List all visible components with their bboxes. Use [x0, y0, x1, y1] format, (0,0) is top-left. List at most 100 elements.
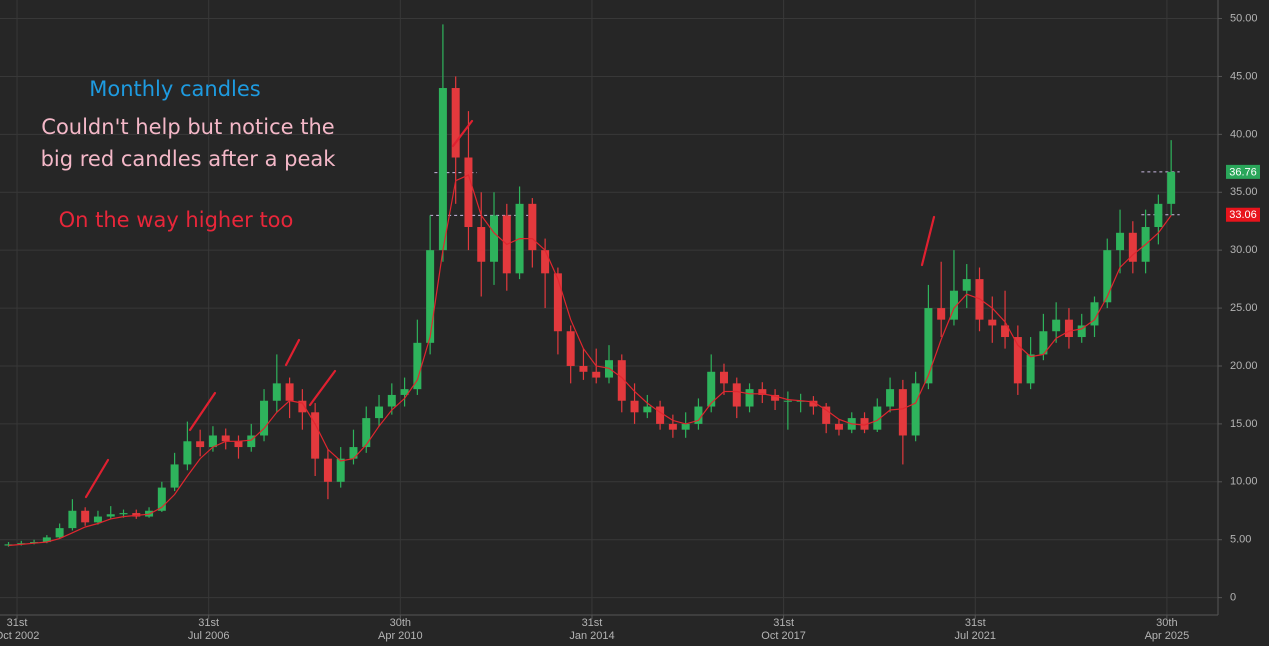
ma-line — [8, 174, 1172, 547]
candle-body — [681, 423, 690, 430]
marker-slash — [308, 369, 337, 407]
y-tick-label: 0 — [1230, 592, 1236, 604]
candle-body — [860, 418, 869, 430]
price-tag-label: 33.06 — [1229, 209, 1257, 221]
x-tick-label-line: Apr 2025 — [1145, 630, 1190, 642]
candle-body — [962, 279, 971, 291]
candle-body — [809, 400, 818, 407]
candle-body — [694, 406, 703, 424]
candle-body — [719, 371, 728, 384]
candle-body — [426, 250, 435, 343]
candle-body — [400, 389, 409, 395]
y-tick-label: 40.00 — [1230, 128, 1258, 140]
candle-body — [375, 406, 384, 419]
y-tick-label: 35.00 — [1230, 186, 1258, 198]
x-tick-label-line: Jan 2014 — [569, 630, 614, 642]
candle-body — [643, 406, 652, 413]
candle-body — [924, 308, 933, 384]
candle-body — [630, 400, 639, 413]
candle-body — [771, 394, 780, 401]
x-tick-label: 31st Jan 2014 — [569, 617, 614, 642]
annotation: Monthly candles — [89, 77, 261, 101]
candle-body — [617, 360, 626, 401]
x-tick-label-line: Oct 2002 — [0, 630, 39, 642]
candle-body — [42, 537, 51, 543]
candle-body — [566, 331, 575, 366]
candle-body — [745, 389, 754, 407]
candle-body — [656, 406, 665, 424]
candle-body — [362, 418, 371, 448]
x-tick-label-line: 31st — [198, 617, 219, 629]
candle-body — [1077, 325, 1086, 338]
marker-slash — [188, 391, 217, 432]
candle-body — [1039, 331, 1048, 355]
candle-body — [451, 88, 460, 158]
y-tick-label: 10.00 — [1230, 476, 1258, 488]
y-tick-label: 45.00 — [1230, 70, 1258, 82]
candle-body — [170, 464, 179, 488]
marker-slash — [451, 119, 474, 148]
candle-body — [1026, 354, 1035, 384]
candle-body — [1167, 171, 1176, 204]
x-tick-label-line: 31st — [773, 617, 794, 629]
candle-body — [260, 400, 269, 436]
annotation: big red candles after a peak — [41, 147, 337, 171]
candle-body — [707, 371, 716, 407]
candle-body — [221, 435, 230, 442]
candle-body — [81, 510, 90, 523]
candle-body — [157, 487, 166, 511]
candle-body — [208, 435, 217, 448]
price-tag — [1226, 164, 1260, 179]
x-tick-label: 31st Oct 2017 — [761, 617, 806, 642]
candle-body — [592, 371, 601, 378]
marker-slash — [920, 215, 936, 267]
candle-body — [490, 215, 499, 262]
x-tick-label: 31st Jul 2006 — [188, 617, 230, 642]
candle-body — [119, 513, 128, 515]
candle-body — [528, 203, 537, 251]
candle-body — [1128, 232, 1137, 262]
annotation: On the way higher too — [59, 208, 294, 232]
x-tick-label-line: Apr 2010 — [378, 630, 423, 642]
candle-body — [1001, 325, 1010, 338]
candle-body — [68, 510, 77, 529]
candle-body — [323, 458, 332, 482]
candle-body — [413, 342, 422, 390]
candle-body — [55, 528, 64, 538]
candle-body — [1064, 319, 1073, 338]
y-tick-label: 20.00 — [1230, 360, 1258, 372]
x-tick-label-line: 31st — [965, 617, 986, 629]
y-tick-label: 30.00 — [1230, 244, 1258, 256]
candle-body — [1103, 250, 1112, 303]
annotations: Monthly candles Couldn't help but notice … — [41, 77, 337, 232]
candle-body — [988, 319, 997, 326]
candle-body — [285, 383, 294, 401]
candle-body — [464, 157, 473, 228]
candle-body — [579, 365, 588, 372]
candle-body — [911, 383, 920, 436]
candle-body — [17, 543, 26, 545]
x-tick-label: 31st Jul 2021 — [954, 617, 996, 642]
price-tag — [1226, 207, 1260, 222]
marker-slash — [84, 458, 110, 499]
candle-body — [1116, 232, 1125, 251]
candle-body — [1013, 337, 1022, 384]
candle-body — [1154, 203, 1163, 228]
candle-body — [783, 400, 792, 402]
grid — [0, 0, 1218, 615]
annotation: Couldn't help but notice the — [41, 115, 334, 139]
candle-body — [477, 227, 486, 262]
candle-body — [886, 389, 895, 407]
candle-body — [272, 383, 281, 401]
candle-body — [822, 406, 831, 424]
candle-body — [937, 308, 946, 320]
candle-body — [873, 406, 882, 430]
candle-body — [1052, 319, 1061, 332]
candle-body — [349, 447, 358, 459]
y-tick-label: 5.00 — [1230, 534, 1251, 546]
candle-body — [949, 290, 958, 320]
candle-body — [247, 435, 256, 448]
x-tick-label: 30th Apr 2010 — [378, 617, 423, 642]
moving-average — [8, 174, 1172, 547]
